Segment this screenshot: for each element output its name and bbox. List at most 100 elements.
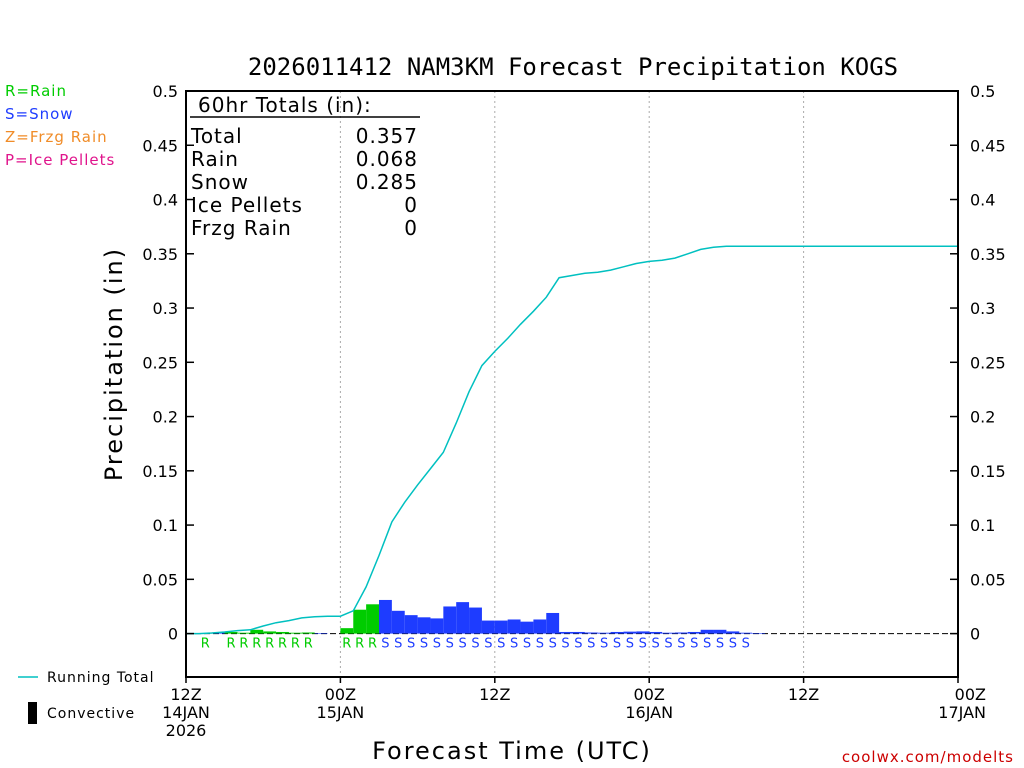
ptype-label: S [574, 637, 582, 652]
ptype-label: S [613, 637, 621, 652]
totals-value: 0.285 [356, 170, 418, 194]
precip-bar [623, 631, 637, 634]
x-tick-label: 00Z [325, 685, 356, 704]
ptype-label: S [703, 637, 711, 652]
ptype-label: S [420, 637, 428, 652]
legend-item-running-total: Running Total [47, 670, 155, 686]
precip-bar [314, 633, 328, 634]
ptype-label: S [690, 637, 698, 652]
precip-bar [443, 606, 457, 634]
hourly-precip-bars [198, 599, 765, 634]
precip-bar [224, 631, 238, 634]
ptype-label: S [742, 637, 750, 652]
precip-bar [263, 631, 277, 634]
precip-bar [649, 631, 663, 634]
x-tick-label: 15JAN [317, 703, 365, 722]
precip-bar [752, 633, 765, 634]
y-tick-label-right: 0.15 [970, 462, 1006, 481]
precip-bar [404, 615, 418, 634]
ptype-label: S [587, 637, 595, 652]
ptype-label: S [600, 637, 608, 652]
y-axis-right: 0 0.05 0.1 0.15 0.2 0.25 0.3 0.35 0.4 0.45 0.5 [950, 82, 1006, 644]
ptype-label: S [729, 637, 737, 652]
legend-bar-swatch [28, 702, 37, 724]
x-tick-label: 14JAN [162, 703, 210, 722]
precip-bar [533, 619, 547, 634]
y-tick-label-right: 0.25 [970, 353, 1006, 372]
legend-item-snow: S=Snow [5, 105, 74, 123]
y-tick-label-left: 0.05 [142, 570, 178, 589]
x-tick-label: 12Z [788, 685, 819, 704]
ptype-label: S [381, 637, 389, 652]
ptype-label: S [471, 637, 479, 652]
ptype-label: S [407, 637, 415, 652]
ptype-label: R [227, 637, 236, 652]
ptype-label: R [278, 637, 287, 652]
y-tick-label-right: 0 [970, 625, 980, 644]
ptype-label: R [239, 637, 248, 652]
precip-bar [469, 607, 482, 634]
x-tick-label: 12Z [170, 685, 201, 704]
totals-box: 60hr Totals (in): Total 0.357 Rain 0.068 Sno… [190, 93, 420, 240]
ptype-label: S [510, 637, 518, 652]
precip-bar [687, 631, 701, 634]
totals-label: Total [190, 124, 243, 148]
ptype-label: S [561, 637, 569, 652]
y-tick-label-right: 0.5 [970, 82, 995, 101]
ptype-label: R [342, 637, 351, 652]
y-tick-label-left: 0.5 [153, 82, 178, 101]
precip-bar [456, 602, 470, 634]
precip-bar [597, 632, 611, 634]
totals-value: 0.068 [356, 147, 418, 171]
precip-bar [713, 629, 727, 634]
x-tick-label: 16JAN [625, 703, 673, 722]
precip-bar [430, 618, 444, 634]
totals-value: 0 [404, 193, 418, 217]
totals-label: Ice Pellets [191, 193, 303, 217]
ptype-label: R [291, 637, 300, 652]
y-axis-label: Precipitation (in) [100, 247, 128, 481]
y-tick-label-left: 0.1 [153, 516, 178, 535]
totals-label: Snow [191, 170, 249, 194]
precip-bar [391, 610, 405, 634]
ptype-label: S [433, 637, 441, 652]
precip-bar [572, 631, 585, 634]
vertical-gridlines [186, 91, 958, 677]
ptype-label: S [536, 637, 544, 652]
precip-type-legend: R=Rain S=Snow Z=Frzg Rain P=Ice Pellets [5, 82, 114, 169]
ptype-label: S [484, 637, 492, 652]
precip-bar [417, 617, 431, 634]
precip-bar [301, 632, 315, 634]
ptype-label: S [664, 637, 672, 652]
totals-label: Rain [191, 147, 239, 171]
precip-bar [481, 620, 495, 634]
y-tick-label-left: 0.25 [142, 353, 178, 372]
ptype-label: S [549, 637, 557, 652]
ptype-label: S [394, 637, 402, 652]
precip-bar [366, 604, 379, 634]
ptype-label: S [497, 637, 505, 652]
y-tick-label-right: 0.35 [970, 245, 1006, 264]
precip-bar [739, 632, 753, 634]
precip-bar [288, 632, 302, 634]
ptype-label: R [265, 637, 274, 652]
y-tick-label-right: 0.1 [970, 516, 995, 535]
totals-header: 60hr Totals (in): [198, 93, 372, 117]
ptype-label: S [459, 637, 467, 652]
y-tick-label-right: 0.3 [970, 299, 995, 318]
y-tick-label-right: 0.2 [970, 408, 995, 427]
precip-bar [379, 599, 392, 634]
precip-bar [546, 612, 560, 634]
legend-item-convective: Convective [47, 706, 135, 722]
ptype-label: S [523, 637, 531, 652]
precip-bar [700, 629, 714, 634]
y-tick-label-left: 0 [168, 625, 178, 644]
totals-label: Frzg Rain [191, 216, 292, 240]
precip-bar [636, 631, 650, 634]
ptype-label: S [716, 637, 724, 652]
y-tick-label-left: 0.45 [142, 136, 178, 155]
ptype-label: R [252, 637, 261, 652]
precip-bar [353, 609, 367, 634]
